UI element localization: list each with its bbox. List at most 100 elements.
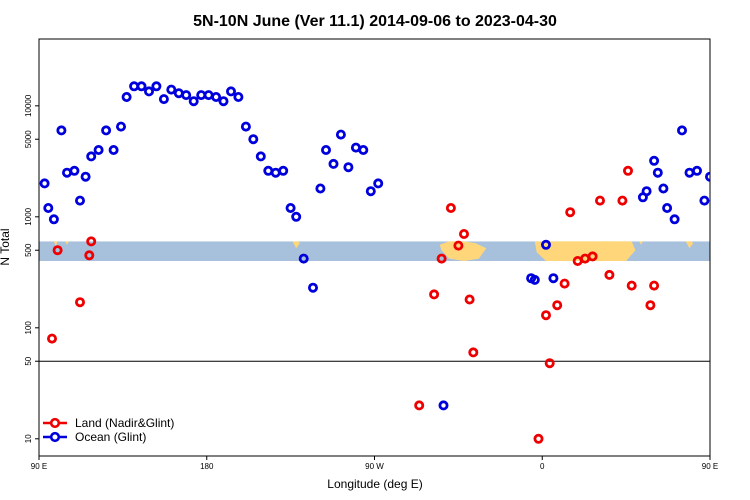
ocean-point (328, 158, 339, 169)
ocean-point (121, 92, 132, 103)
ocean-point (143, 86, 154, 97)
ocean-point (166, 84, 177, 95)
ocean-point (181, 90, 192, 101)
ocean-point (151, 81, 162, 92)
ocean-point (255, 151, 266, 162)
ocean-point (541, 239, 552, 250)
legend-marker (49, 431, 61, 443)
ocean-point (649, 155, 660, 166)
x-axis: 90 E 180 90 W 0 90 E (31, 456, 718, 471)
y-tick-label: 50 (24, 356, 33, 365)
legend: Land (Nadir&Glint)Ocean (Glint) (43, 416, 174, 444)
ocean-point (188, 96, 199, 107)
land-point (744, 247, 750, 254)
land-mask-0 (439, 241, 487, 261)
ocean-point (93, 144, 104, 155)
ocean-point (43, 202, 54, 213)
land-point (47, 333, 58, 344)
ocean-point (39, 178, 50, 189)
ocean-point (335, 129, 346, 140)
land-mask-4 (65, 241, 69, 245)
ocean-point (240, 121, 251, 132)
land-point (544, 358, 555, 369)
land-point (414, 400, 425, 411)
land-point (565, 207, 576, 218)
ocean-point (438, 400, 449, 411)
legend-marker (49, 417, 61, 429)
ocean-point (315, 183, 326, 194)
land-point (649, 280, 660, 291)
land-point (52, 245, 63, 256)
land-point (468, 347, 479, 358)
y-tick-label: 1000 (24, 207, 33, 225)
land-mask-3 (53, 241, 58, 247)
x-axis-label: Longitude (deg E) (327, 477, 422, 491)
x-tick-label: 180 (200, 462, 214, 471)
land-mask-1 (534, 241, 636, 261)
land-mask-6 (744, 241, 748, 246)
ocean-point (548, 273, 559, 284)
ocean-point (658, 183, 669, 194)
ocean-point (248, 134, 259, 145)
land-band-layer (39, 241, 748, 261)
land-point (738, 335, 745, 342)
land-point (464, 294, 475, 305)
legend-label: Ocean (Glint) (75, 430, 146, 444)
x-tick-label: 90 E (31, 462, 47, 471)
ocean-point (358, 144, 369, 155)
ocean-point (669, 214, 680, 225)
ocean-point (116, 121, 127, 132)
land-point (645, 300, 656, 311)
ocean-point (734, 146, 741, 153)
ocean-point (692, 165, 703, 176)
land-point (436, 253, 447, 264)
x-tick-label: 90 W (365, 462, 384, 471)
ocean-point (742, 123, 749, 130)
y-axis-label: N Total (0, 228, 12, 265)
ocean-point (684, 167, 695, 178)
ocean-point (108, 144, 119, 155)
y-tick-label: 5000 (24, 130, 33, 148)
ocean-point (48, 214, 59, 225)
y-tick-label: 100 (24, 321, 33, 335)
land-point (445, 202, 456, 213)
land-point (453, 240, 464, 251)
ocean-point (101, 125, 112, 136)
ocean-point (270, 167, 281, 178)
ocean-point (641, 186, 652, 197)
land-point (626, 280, 637, 291)
ocean-point (705, 171, 710, 182)
land-point (604, 269, 615, 280)
land-mask-8 (601, 241, 610, 245)
land-point (541, 310, 552, 321)
land-mask-2 (292, 241, 300, 249)
land-point (458, 228, 469, 239)
ocean-point (158, 94, 169, 105)
land-point (559, 278, 570, 289)
ocean-point (365, 186, 376, 197)
ocean-point (225, 86, 236, 97)
ocean-point (218, 96, 229, 107)
y-tick-label: 10000 (24, 94, 33, 117)
ocean-point (373, 178, 384, 189)
land-mask-7 (639, 241, 643, 245)
ocean-point (56, 125, 67, 136)
ocean-point (291, 211, 302, 222)
land-point (552, 300, 563, 311)
ocean-point (69, 165, 80, 176)
ocean-point (343, 162, 354, 173)
land-point (533, 433, 544, 444)
y-axis: 10 50 100 500 1000 5000 10000 (24, 94, 39, 443)
land-point (623, 165, 634, 176)
ocean-point (298, 253, 309, 264)
ocean-point (233, 92, 244, 103)
x-tick-label: 90 E (702, 462, 718, 471)
x-tick-label: 0 (540, 462, 545, 471)
ocean-point (712, 153, 719, 160)
y-tick-label: 10 (24, 434, 33, 443)
y-tick-label: 500 (24, 243, 33, 257)
ocean-point (285, 202, 296, 213)
ocean-point (203, 90, 214, 101)
ocean-point (80, 171, 91, 182)
